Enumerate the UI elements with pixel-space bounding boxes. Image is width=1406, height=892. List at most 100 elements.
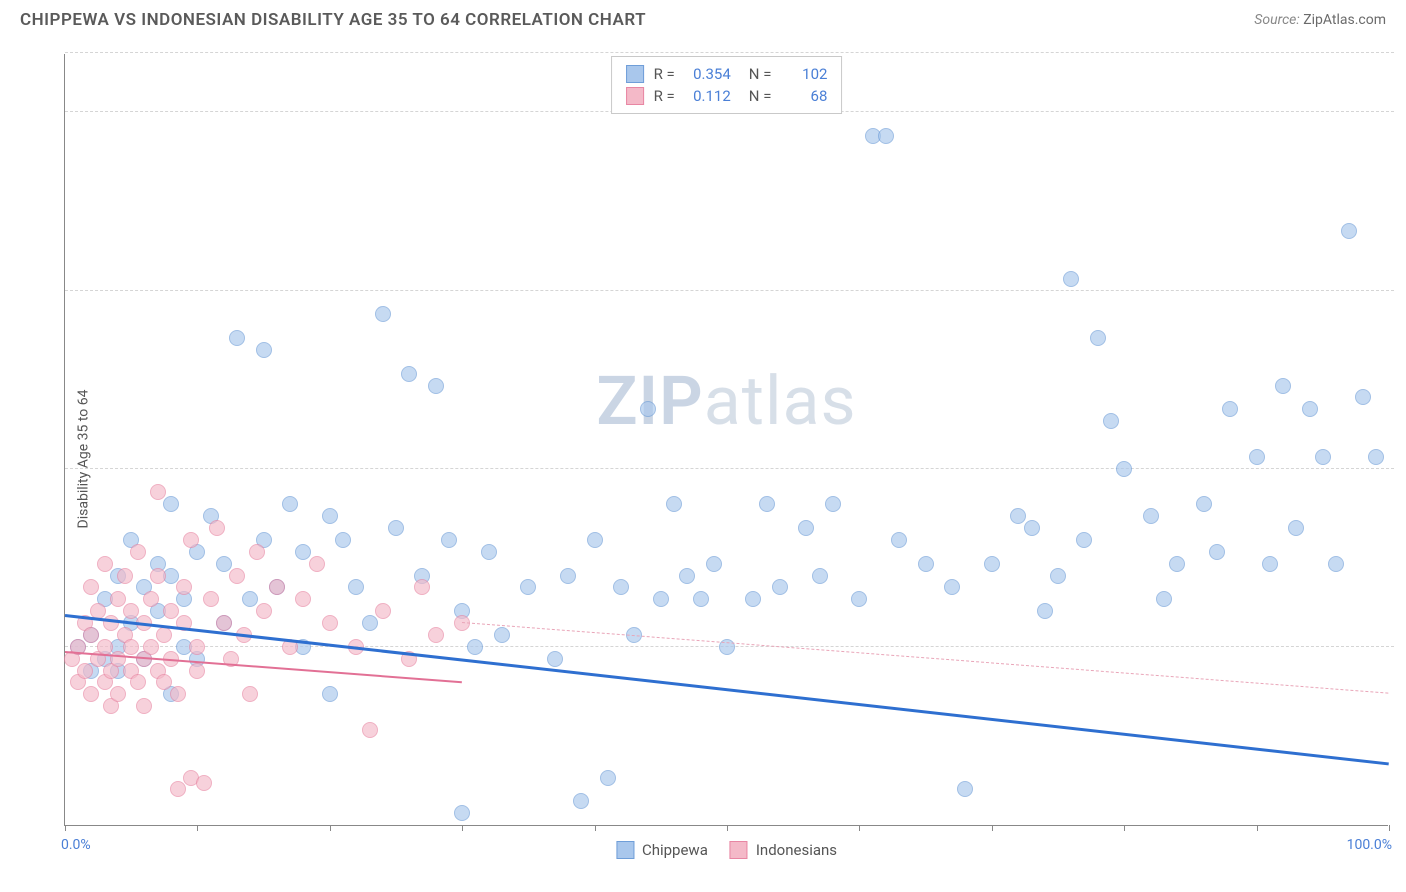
stats-row: R =0.112N =68 (626, 85, 828, 107)
gridline (65, 52, 1394, 53)
stat-label: N = (749, 85, 772, 107)
data-point (467, 639, 483, 655)
data-point (229, 568, 245, 584)
data-point (130, 544, 146, 560)
data-point (600, 770, 616, 786)
x-tick (1124, 825, 1125, 831)
y-tick-label: 15.0% (1394, 623, 1406, 639)
data-point (163, 603, 179, 619)
data-point (322, 686, 338, 702)
data-point (322, 508, 338, 524)
data-point (375, 306, 391, 322)
data-point (520, 579, 536, 595)
data-point (216, 556, 232, 572)
stat-value: 102 (781, 63, 827, 85)
data-point (1076, 532, 1092, 548)
data-point (362, 722, 378, 738)
legend-label: Chippewa (642, 841, 708, 859)
x-tick (1257, 825, 1258, 831)
data-point (156, 674, 172, 690)
data-point (282, 496, 298, 512)
data-point (322, 615, 338, 631)
data-point (825, 496, 841, 512)
trend-line (462, 622, 1389, 694)
plot-region: ZIPatlas 15.0%30.0%45.0%60.0%0.0%100.0%R… (64, 54, 1388, 826)
data-point (428, 378, 444, 394)
x-tick (197, 825, 198, 831)
data-point (1024, 520, 1040, 536)
data-point (1275, 378, 1291, 394)
data-point (123, 603, 139, 619)
legend-item: Indonesians (730, 841, 837, 859)
data-point (1315, 449, 1331, 465)
data-point (1090, 330, 1106, 346)
data-point (428, 627, 444, 643)
chart-title: CHIPPEWA VS INDONESIAN DISABILITY AGE 35… (20, 10, 646, 30)
data-point (103, 615, 119, 631)
data-point (110, 686, 126, 702)
data-point (640, 401, 656, 417)
x-tick (727, 825, 728, 831)
data-point (375, 603, 391, 619)
data-point (1288, 520, 1304, 536)
source: Source: ZipAtlas.com (1254, 12, 1386, 28)
data-point (216, 615, 232, 631)
data-point (110, 651, 126, 667)
header: CHIPPEWA VS INDONESIAN DISABILITY AGE 35… (0, 0, 1406, 36)
data-point (189, 639, 205, 655)
gridline (65, 468, 1394, 469)
data-point (295, 544, 311, 560)
data-point (196, 775, 212, 791)
data-point (163, 496, 179, 512)
data-point (878, 128, 894, 144)
legend: Chippewa Indonesians (616, 841, 837, 859)
data-point (1063, 271, 1079, 287)
data-point (1328, 556, 1344, 572)
stat-value: 68 (781, 85, 827, 107)
data-point (693, 591, 709, 607)
data-point (1116, 461, 1132, 477)
data-point (1143, 508, 1159, 524)
data-point (1262, 556, 1278, 572)
data-point (1103, 413, 1119, 429)
legend-label: Indonesians (756, 841, 837, 859)
data-point (706, 556, 722, 572)
data-point (1156, 591, 1172, 607)
data-point (481, 544, 497, 560)
data-point (156, 627, 172, 643)
y-tick-label: 30.0% (1394, 445, 1406, 461)
stats-row: R =0.354N =102 (626, 63, 828, 85)
data-point (256, 603, 272, 619)
data-point (772, 579, 788, 595)
data-point (189, 663, 205, 679)
x-axis-min-label: 0.0% (61, 837, 91, 853)
data-point (335, 532, 351, 548)
data-point (97, 639, 113, 655)
data-point (414, 579, 430, 595)
data-point (269, 579, 285, 595)
stat-label: N = (749, 63, 772, 85)
data-point (150, 568, 166, 584)
watermark: ZIPatlas (596, 361, 856, 441)
x-tick (859, 825, 860, 831)
data-point (1222, 401, 1238, 417)
legend-swatch (626, 65, 644, 83)
data-point (242, 686, 258, 702)
data-point (851, 591, 867, 607)
data-point (454, 805, 470, 821)
data-point (170, 686, 186, 702)
stat-label: R = (654, 85, 675, 107)
data-point (183, 532, 199, 548)
data-point (83, 579, 99, 595)
data-point (123, 639, 139, 655)
data-point (1196, 496, 1212, 512)
data-point (203, 591, 219, 607)
data-point (812, 568, 828, 584)
data-point (362, 615, 378, 631)
data-point (170, 781, 186, 797)
x-tick (595, 825, 596, 831)
data-point (176, 579, 192, 595)
data-point (891, 532, 907, 548)
data-point (573, 793, 589, 809)
x-tick (462, 825, 463, 831)
